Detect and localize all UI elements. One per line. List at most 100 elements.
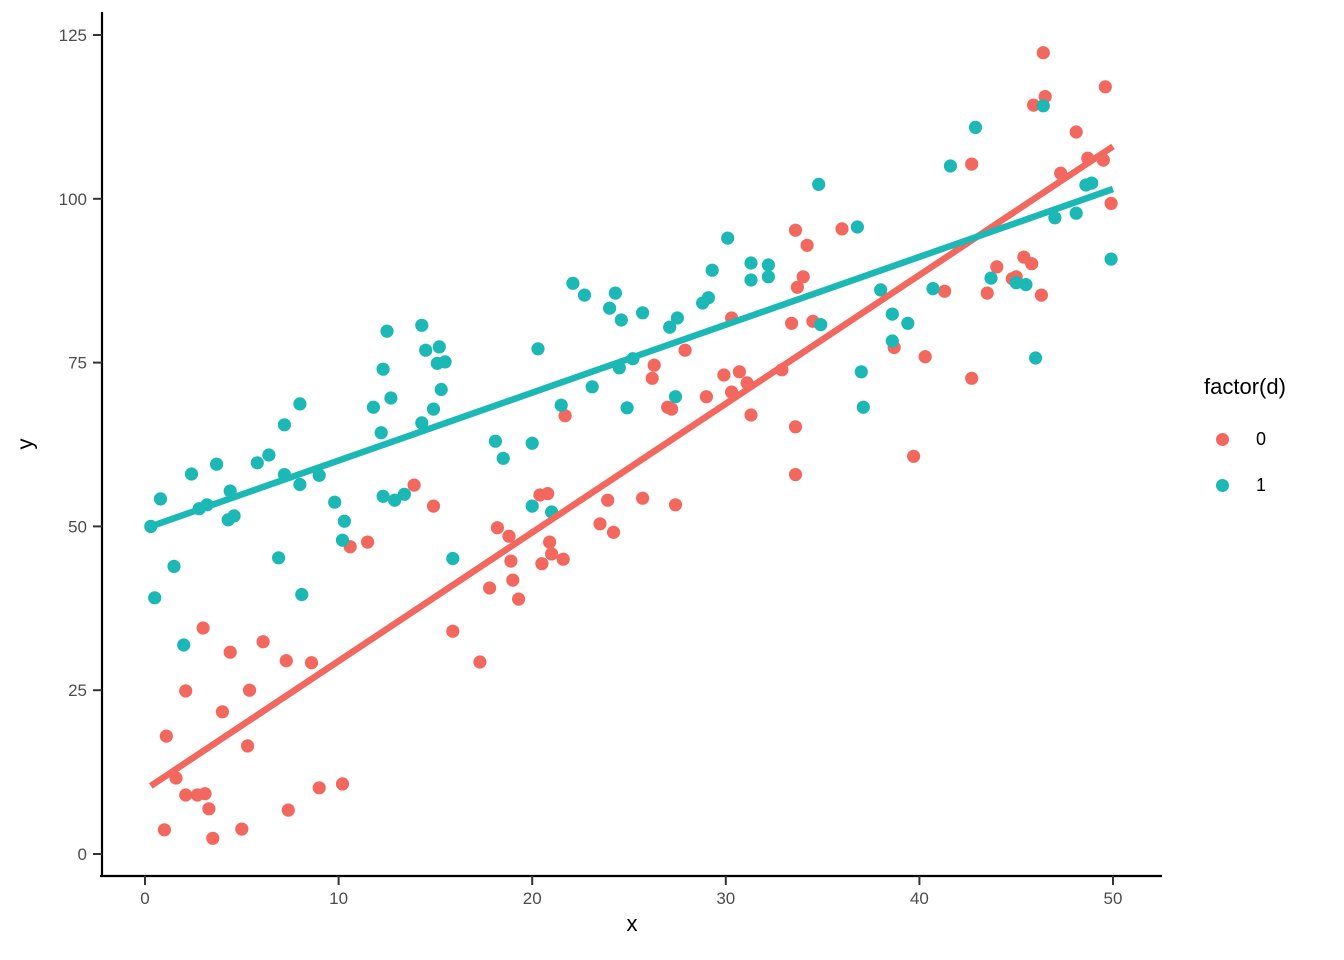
data-point-d0 (241, 739, 255, 753)
data-point-d0 (502, 529, 516, 543)
data-point-d0 (645, 371, 659, 385)
data-point-d1 (901, 316, 915, 330)
data-point-d1 (376, 489, 390, 503)
data-point-d0 (242, 683, 257, 697)
legend: factor(d) 0 1 (1196, 374, 1344, 508)
data-point-d0 (788, 468, 803, 482)
y-axis-title: y (12, 438, 37, 450)
data-point-d1 (701, 291, 716, 305)
x-tick-label: 10 (329, 889, 348, 908)
data-point-d1 (1104, 252, 1118, 266)
data-point-d1 (432, 340, 446, 354)
data-point-d1 (210, 457, 224, 471)
data-point-d1 (636, 306, 650, 320)
data-point-d1 (554, 398, 568, 412)
data-point-d1 (814, 318, 828, 332)
x-tick-label: 30 (716, 889, 735, 908)
data-point-d1 (670, 311, 685, 325)
data-point-d0 (678, 343, 692, 357)
data-point-d1 (705, 263, 719, 277)
data-point-d0 (1036, 46, 1050, 60)
data-point-d0 (506, 573, 520, 587)
data-point-d0 (965, 157, 979, 171)
data-point-d0 (990, 260, 1004, 274)
data-point-d0 (256, 635, 270, 649)
legend-dot-red-icon (1216, 432, 1229, 446)
data-point-d0 (446, 624, 460, 638)
data-point-d0 (788, 420, 803, 434)
data-point-d1 (277, 418, 291, 432)
x-tick-label: 40 (910, 889, 929, 908)
data-point-d0 (1069, 125, 1083, 139)
data-point-d1 (312, 468, 326, 482)
data-point-d0 (335, 777, 350, 791)
data-point-d0 (636, 491, 650, 505)
data-point-d0 (1034, 288, 1048, 302)
data-point-d1 (376, 362, 390, 376)
data-point-d1 (293, 477, 307, 492)
data-point-d0 (235, 822, 249, 836)
data-point-d1 (1069, 206, 1083, 220)
data-point-d1 (1019, 278, 1033, 292)
data-point-d0 (918, 350, 932, 364)
data-point-d1 (620, 401, 634, 415)
data-point-d1 (153, 492, 168, 506)
regression-line-d0 (149, 143, 1115, 789)
data-point-d1 (525, 436, 539, 450)
data-point-d1 (603, 301, 617, 315)
data-point-d0 (835, 222, 849, 236)
data-point-d1 (1036, 99, 1050, 113)
data-point-d0 (312, 781, 326, 795)
y-tick-label: 100 (59, 190, 87, 209)
data-point-d0 (717, 368, 731, 382)
data-point-d1 (943, 159, 958, 173)
data-point-d1 (295, 587, 309, 602)
data-point-d0 (202, 802, 216, 816)
y-tick-label: 125 (59, 26, 87, 45)
data-point-d0 (980, 286, 994, 300)
data-point-d0 (788, 223, 803, 237)
data-point-d1 (426, 402, 441, 416)
data-point-d1 (272, 551, 286, 565)
y-tick-label: 0 (78, 845, 87, 864)
data-point-d0 (744, 408, 758, 422)
data-point-d0 (699, 390, 714, 404)
data-point-d1 (926, 282, 940, 296)
data-point-d1 (761, 258, 776, 272)
y-axis-title-wrap: y (8, 0, 42, 888)
data-point-d0 (1104, 196, 1118, 210)
data-point-d1 (148, 591, 162, 605)
data-point-d0 (281, 803, 295, 817)
data-point-d0 (907, 449, 921, 463)
data-point-d0 (938, 284, 952, 298)
data-point-d0 (965, 371, 979, 385)
data-point-d0 (361, 535, 375, 549)
data-point-d1 (397, 487, 411, 501)
data-point-d1 (380, 324, 394, 338)
data-point-d0 (426, 499, 441, 513)
x-tick-label: 0 (140, 889, 149, 908)
data-point-d1 (384, 391, 398, 405)
legend-item-0: 0 (1196, 416, 1344, 462)
data-point-d1 (337, 514, 351, 528)
data-point-d1 (984, 271, 998, 285)
data-point-d0 (1025, 257, 1039, 271)
data-point-d0 (668, 498, 683, 512)
data-point-d0 (665, 402, 679, 416)
data-point-d1 (1029, 351, 1043, 365)
x-tick-label: 20 (523, 889, 542, 908)
data-point-d0 (1098, 80, 1112, 94)
data-point-d1 (968, 120, 983, 134)
data-point-d1 (1048, 211, 1062, 225)
data-point-d1 (585, 380, 599, 394)
y-tick-label: 75 (68, 354, 87, 373)
legend-item-1: 1 (1196, 462, 1344, 508)
data-point-d1 (531, 342, 545, 356)
data-point-d1 (744, 256, 758, 270)
data-point-d0 (198, 787, 212, 801)
data-point-d0 (304, 656, 319, 670)
data-point-d1 (434, 382, 448, 397)
data-point-d1 (761, 270, 776, 284)
data-point-d0 (223, 645, 237, 659)
data-point-d0 (279, 654, 293, 668)
